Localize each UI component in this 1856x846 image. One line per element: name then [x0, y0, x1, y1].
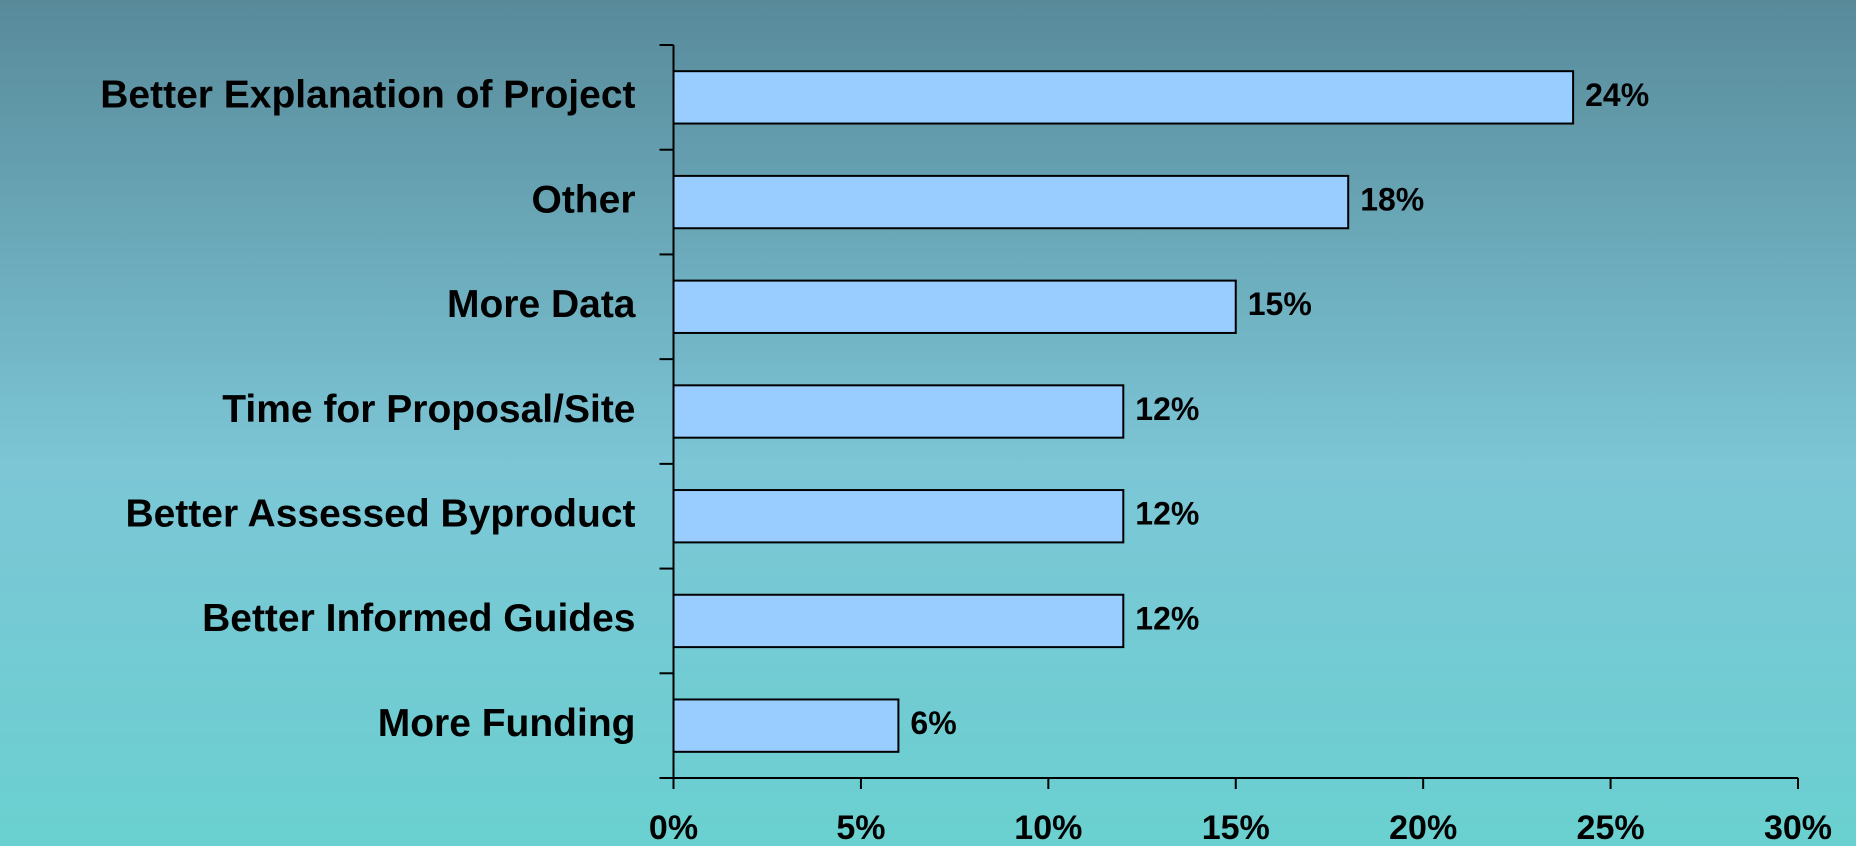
value-label: 18% — [1360, 182, 1424, 218]
bar — [672, 279, 1237, 334]
category-label: Better Explanation of Project — [100, 74, 635, 117]
value-label: 24% — [1585, 77, 1649, 113]
value-label: 12% — [1135, 391, 1199, 427]
bar — [672, 593, 1125, 649]
bar — [672, 174, 1350, 230]
bar — [672, 698, 900, 753]
category-label: More Funding — [378, 702, 636, 745]
value-label: 6% — [910, 705, 956, 741]
bar — [672, 70, 1575, 125]
category-label: Time for Proposal/Site — [222, 388, 635, 431]
x-tick-label: 20% — [1389, 809, 1457, 846]
x-tick-label: 25% — [1577, 809, 1645, 846]
x-tick-label: 0% — [649, 809, 698, 846]
category-label: Other — [531, 178, 635, 221]
value-label: 15% — [1248, 286, 1312, 322]
value-label: 12% — [1135, 496, 1199, 532]
x-tick-label: 5% — [836, 809, 885, 846]
bar — [672, 384, 1125, 439]
category-label: Better Assessed Byproduct — [125, 493, 635, 536]
value-label: 12% — [1135, 600, 1199, 636]
bar — [672, 489, 1125, 544]
x-tick-label: 15% — [1202, 809, 1270, 846]
category-label: More Data — [447, 283, 636, 326]
x-tick-label: 10% — [1014, 809, 1082, 846]
category-label: Better Informed Guides — [202, 597, 635, 640]
x-tick-label: 30% — [1764, 809, 1832, 846]
